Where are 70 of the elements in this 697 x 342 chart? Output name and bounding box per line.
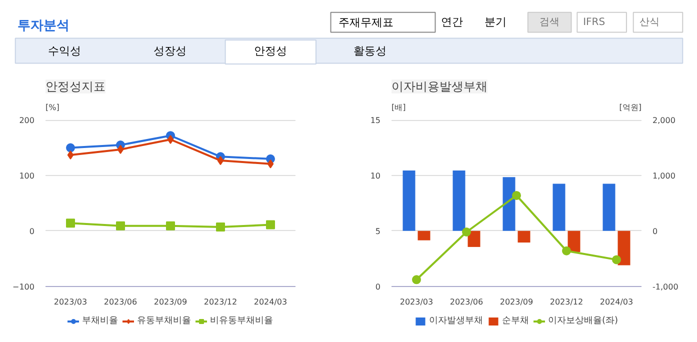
x-tick-label: 2024/03 — [254, 297, 288, 306]
text: 산식 — [639, 17, 660, 28]
legend-label: 순부채 — [502, 315, 529, 327]
text: 활동성 — [354, 44, 387, 58]
bar — [402, 170, 416, 231]
y2-tick-label: 1,000 — [652, 172, 676, 180]
text: 안정성 — [254, 44, 288, 58]
y2-tick-label: 0 — [652, 226, 658, 236]
legend-label: 유동부채비율 — [137, 315, 191, 327]
text: 성장성 — [154, 44, 187, 58]
text: 분기 — [484, 15, 507, 28]
bar — [418, 230, 430, 240]
chart-title: 안정성지표 — [46, 80, 106, 94]
y-tick-label: 15 — [370, 116, 381, 126]
x-tick-label: 2023/12 — [204, 297, 238, 306]
y-tick-label: −100 — [12, 282, 35, 292]
y-axis-title: [%] — [46, 103, 60, 112]
point — [167, 134, 174, 144]
bar — [468, 230, 480, 247]
x-tick-label: 2023/06 — [450, 297, 484, 306]
text: 수익성 — [48, 44, 82, 58]
x-tick-label: 2023/12 — [550, 297, 584, 306]
legend-label: 비유동부채비율 — [210, 315, 273, 327]
y-tick-label: 100 — [19, 172, 35, 180]
y2-tick-label: -1,000 — [652, 282, 678, 292]
y-tick-label: 0 — [29, 226, 35, 236]
x-tick-label: 2023/03 — [400, 297, 434, 306]
point — [267, 159, 274, 168]
point — [216, 222, 225, 232]
x-tick-label: 2024/03 — [600, 297, 634, 306]
y-tick-label: 0 — [375, 282, 381, 292]
bar — [502, 177, 516, 231]
legend-label: 이자발생부채 — [428, 315, 483, 327]
text: 검색 — [540, 17, 560, 28]
point — [117, 144, 124, 154]
point — [266, 220, 275, 230]
bar — [618, 230, 630, 266]
bar — [518, 230, 530, 243]
y-tick-label: 5 — [375, 226, 381, 236]
y-tick-label: 200 — [19, 116, 35, 126]
bar — [452, 170, 466, 231]
point — [462, 228, 471, 236]
legend-label: 부채비율 — [82, 315, 118, 327]
point — [66, 143, 75, 152]
x-tick-label: 2023/09 — [500, 297, 534, 306]
text: 연간 — [441, 15, 464, 28]
point — [116, 221, 125, 230]
point — [512, 190, 521, 200]
bar — [568, 230, 580, 252]
y2-axis-title: [억원] — [619, 103, 642, 112]
x-tick-label: 2023/03 — [54, 297, 88, 306]
bar — [552, 184, 566, 231]
point — [412, 275, 421, 284]
legend-label: 이자보상배율(좌) — [548, 315, 618, 327]
point — [66, 218, 75, 228]
x-tick-label: 2023/06 — [104, 297, 138, 306]
chart-title: 이자비용발생부채 — [392, 80, 488, 94]
text: IFRS — [583, 17, 606, 28]
y-tick-label: 10 — [370, 172, 381, 180]
point — [67, 150, 74, 160]
point — [562, 246, 571, 256]
text: 투자분석 — [17, 18, 70, 34]
point — [166, 221, 175, 230]
text: 주재무제표 — [338, 16, 394, 30]
y-axis-title: [배] — [392, 103, 406, 112]
point — [217, 156, 224, 166]
y2-tick-label: 2,000 — [652, 116, 676, 126]
point — [612, 255, 621, 264]
bar — [602, 184, 616, 231]
x-tick-label: 2023/09 — [154, 297, 188, 306]
